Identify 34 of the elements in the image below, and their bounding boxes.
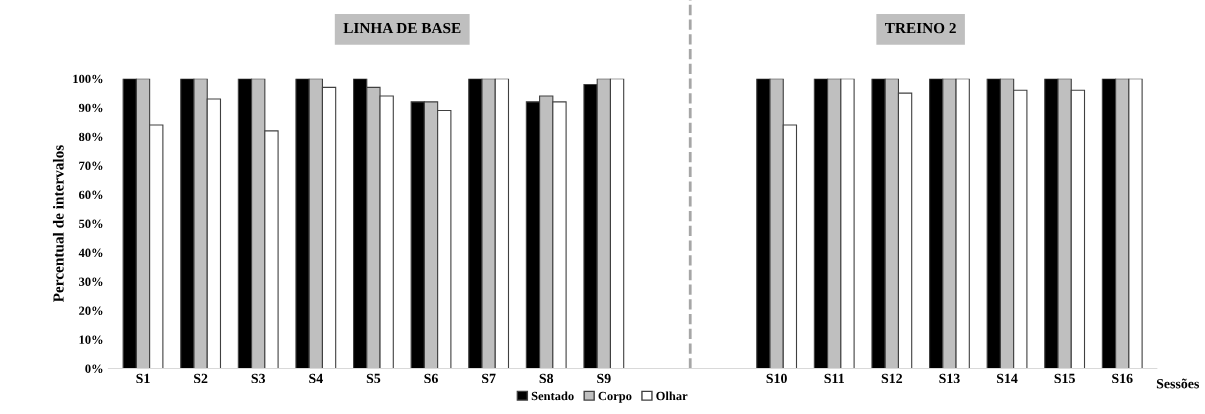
- x-tick-label: S8: [539, 373, 554, 384]
- text: LINHA DE BASE: [343, 22, 461, 34]
- legend-label: Corpo: [598, 391, 632, 403]
- x-tick-label: S15: [1054, 373, 1075, 384]
- x-tick-label: S3: [251, 373, 266, 384]
- x-tick-label: S16: [1112, 373, 1133, 384]
- y-tick-label: 50%: [79, 219, 103, 229]
- x-tick-label: S9: [597, 373, 611, 384]
- y-tick-label: 100%: [73, 74, 103, 84]
- y-tick-label: 60%: [79, 190, 103, 200]
- x-tick-label: S4: [309, 373, 323, 384]
- y-tick-label: 70%: [79, 161, 103, 171]
- x-tick-label: S5: [366, 373, 381, 384]
- x-tick-label: S2: [194, 373, 208, 384]
- y-tick-label: 20%: [79, 306, 103, 315]
- x-tick-label: S1: [136, 373, 150, 384]
- x-tick-label: S10: [766, 373, 787, 384]
- y-tick-label: 40%: [78, 248, 103, 258]
- legend-label: Olhar: [656, 391, 688, 401]
- x-tick-label: S7: [482, 373, 496, 384]
- y-axis-title: Percentual de intervalos: [52, 145, 64, 303]
- x-tick-label: S6: [424, 373, 438, 384]
- legend-label: Sentado: [531, 391, 574, 401]
- x-tick-label: S12: [881, 373, 903, 384]
- x-tick-label: S14: [996, 373, 1018, 384]
- x-tick-label: S11: [824, 373, 844, 384]
- y-tick-label: 90%: [78, 103, 103, 113]
- y-tick-label: 10%: [79, 335, 103, 344]
- text: TREINO 2: [885, 22, 956, 34]
- x-axis-title: Sessões: [1156, 378, 1200, 389]
- y-tick-label: 80%: [79, 132, 103, 142]
- x-tick-label: S13: [939, 373, 960, 384]
- y-tick-label: 0%: [85, 364, 103, 373]
- y-tick-label: 30%: [79, 277, 103, 287]
